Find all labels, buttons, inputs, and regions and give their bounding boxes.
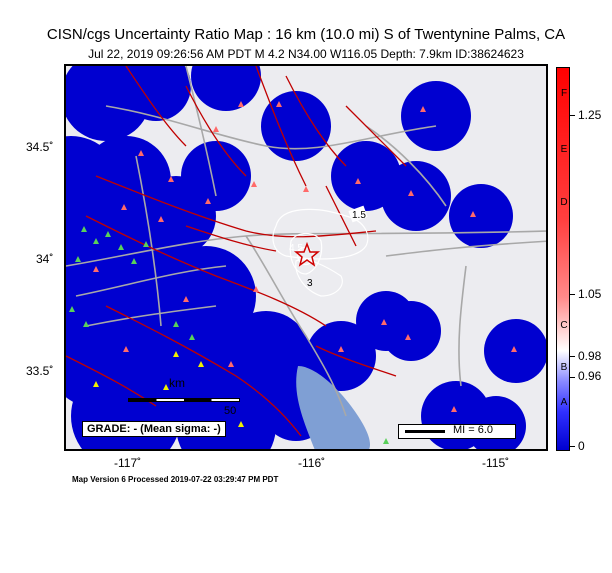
mi-legend: MI = 6.0: [398, 424, 516, 439]
faults: [66, 66, 407, 437]
salton-sea: [296, 366, 370, 449]
lat-label-34-5: 34.5˚: [26, 140, 54, 154]
grade-letter-a: A: [560, 397, 568, 408]
mi-legend-label: MI = 6.0: [453, 424, 494, 436]
contour-label-1-5: 1.5: [352, 210, 366, 221]
contour-label-4-5: 4.5: [289, 243, 303, 254]
colorbar-value-0: 0: [578, 439, 585, 453]
colorbar-value-0-98: 0.98: [578, 349, 602, 363]
colorbar-value-0-96: 0.96: [578, 369, 602, 383]
mi-legend-bar: [405, 430, 445, 433]
colorbar-tick: [570, 356, 575, 357]
lat-label-33-5: 33.5˚: [26, 364, 54, 378]
colorbar-value-1-25: 1.25: [578, 108, 602, 122]
contours: [272, 208, 369, 297]
map-version-footer: Map Version 6 Processed 2019-07-22 03:29…: [72, 475, 279, 484]
colorbar-tick: [570, 294, 575, 295]
scalebar-value: 50: [224, 405, 237, 417]
colorbar-value-1-05: 1.05: [578, 287, 602, 301]
stations: [69, 101, 517, 444]
scalebar-unit: km: [169, 376, 185, 390]
event-subtitle: Jul 22, 2019 09:26:56 AM PDT M 4.2 N34.0…: [88, 47, 524, 61]
colorbar: [556, 67, 570, 451]
lon-label-116: -116˚: [298, 456, 326, 470]
grade-letter-e: E: [560, 144, 568, 155]
epicenter-star: [293, 241, 321, 267]
lat-label-34: 34˚: [36, 252, 54, 266]
roads: [66, 66, 546, 417]
grade-letter-f: F: [560, 88, 568, 99]
contour-label-3: 3: [307, 278, 313, 289]
lon-label-117: -117˚: [114, 456, 142, 470]
scalebar: [128, 398, 240, 402]
map-title: CISN/cgs Uncertainty Ratio Map : 16 km (…: [46, 26, 566, 43]
uncertainty-map[interactable]: 1.5 4.5 3: [64, 64, 548, 451]
grade-letter-d: D: [560, 197, 568, 208]
colorbar-tick: [570, 446, 575, 447]
grade-box: GRADE: - (Mean sigma: -): [82, 421, 226, 437]
map-canvas: 1.5 4.5 3: [66, 66, 546, 449]
colorbar-tick: [570, 115, 575, 116]
grade-letter-b: B: [560, 362, 568, 373]
grade-letter-c: C: [560, 320, 568, 331]
lon-label-115: -115˚: [482, 456, 510, 470]
colorbar-tick: [570, 377, 575, 378]
